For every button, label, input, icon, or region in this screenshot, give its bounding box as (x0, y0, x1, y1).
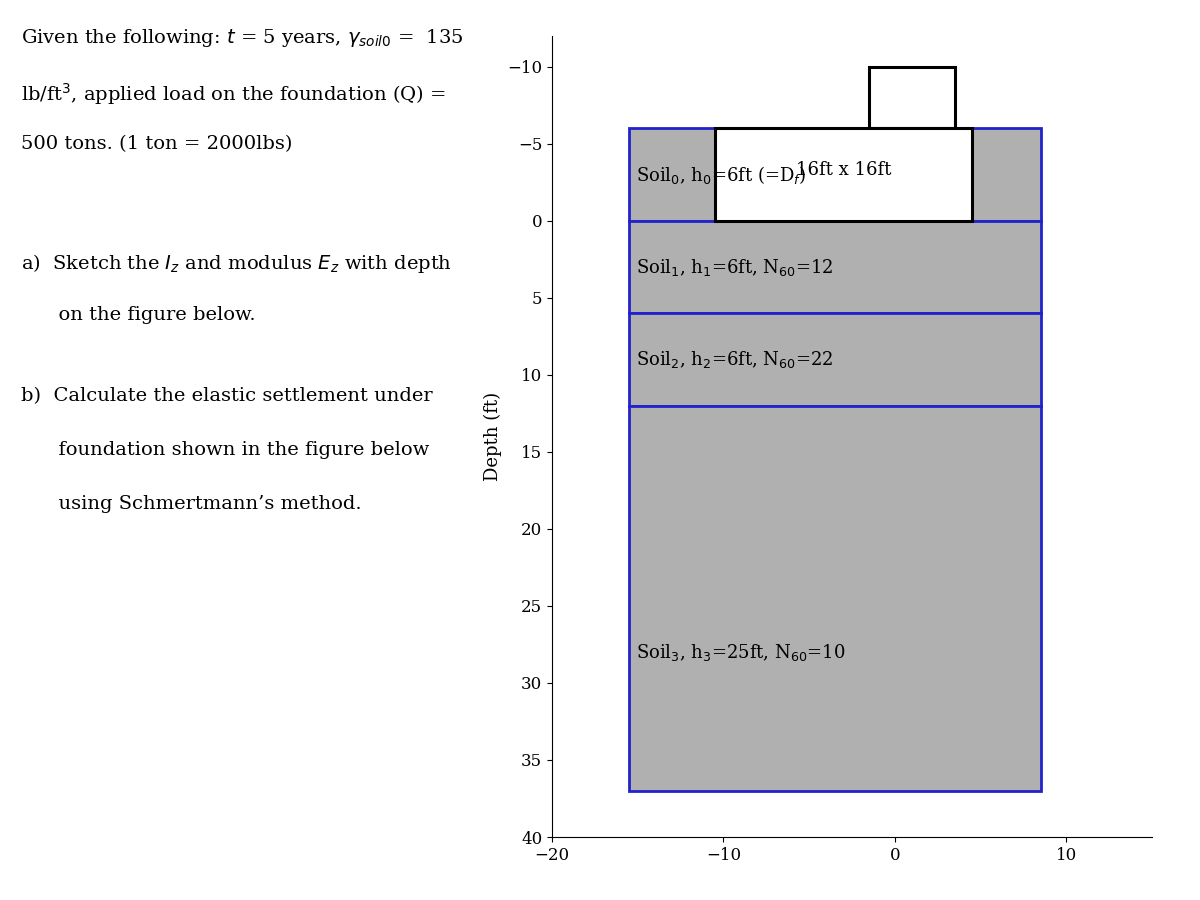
Text: Soil$_1$, h$_1$=6ft, N$_{60}$=12: Soil$_1$, h$_1$=6ft, N$_{60}$=12 (636, 256, 834, 277)
Text: 500 tons. (1 ton = 2000lbs): 500 tons. (1 ton = 2000lbs) (22, 135, 293, 153)
Text: Soil$_0$, h$_0$=6ft (=D$_f$): Soil$_0$, h$_0$=6ft (=D$_f$) (636, 164, 806, 185)
Bar (629, 129, 1040, 220)
Text: foundation shown in the figure below: foundation shown in the figure below (22, 441, 430, 459)
Text: lb/ft$^3$, applied load on the foundation (Q) =: lb/ft$^3$, applied load on the foundatio… (22, 81, 446, 107)
Bar (869, 67, 955, 129)
Text: 16ft x 16ft: 16ft x 16ft (796, 161, 892, 179)
Bar (715, 129, 972, 220)
Text: a)  Sketch the $I_z$ and modulus $E_z$ with depth: a) Sketch the $I_z$ and modulus $E_z$ wi… (22, 252, 452, 275)
Text: b)  Calculate the elastic settlement under: b) Calculate the elastic settlement unde… (22, 387, 433, 405)
Text: on the figure below.: on the figure below. (22, 306, 256, 324)
Bar (629, 313, 1040, 406)
Text: Given the following: $t$ = 5 years, $\gamma_{soil0}$ =  135: Given the following: $t$ = 5 years, $\ga… (22, 27, 463, 49)
Bar (629, 406, 1040, 791)
Y-axis label: Depth (ft): Depth (ft) (484, 392, 502, 482)
Text: Soil$_2$, h$_2$=6ft, N$_{60}$=22: Soil$_2$, h$_2$=6ft, N$_{60}$=22 (636, 349, 834, 370)
Text: using Schmertmann’s method.: using Schmertmann’s method. (22, 495, 361, 513)
Bar (629, 220, 1040, 313)
Text: Soil$_3$, h$_3$=25ft, N$_{60}$=10: Soil$_3$, h$_3$=25ft, N$_{60}$=10 (636, 642, 846, 662)
